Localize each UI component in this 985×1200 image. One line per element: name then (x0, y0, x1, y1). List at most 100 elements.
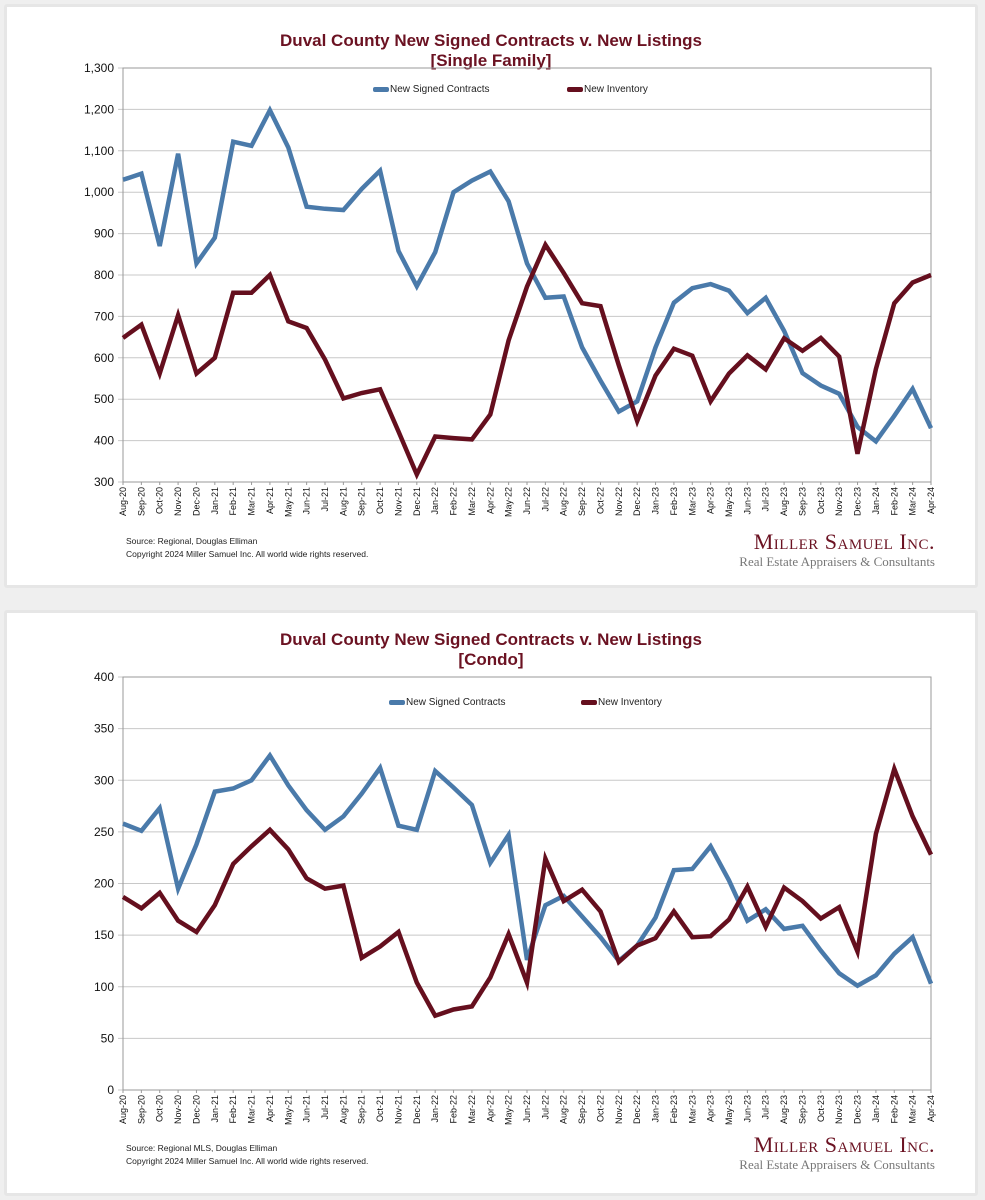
series-line-contracts (122, 751, 934, 989)
x-tick-label: Dec-23 (853, 487, 863, 516)
x-tick-label: Jun-21 (302, 487, 312, 515)
x-tick-label: Oct-20 (155, 1095, 165, 1122)
x-tick-label: Feb-22 (449, 1095, 459, 1124)
chart-title: Duval County New Signed Contracts v. New… (7, 31, 975, 71)
x-tick-label: Mar-24 (908, 487, 918, 516)
x-tick-label: Jul-21 (320, 487, 330, 512)
x-tick-label: Sep-23 (797, 487, 807, 516)
chart-title-text: Duval County New Signed Contracts v. New… (280, 630, 702, 649)
x-tick-label: Jan-21 (210, 1095, 220, 1123)
x-tick-label: Nov-21 (393, 1095, 403, 1124)
x-tick-label: Nov-20 (173, 487, 183, 516)
x-tick-label: Feb-23 (669, 1095, 679, 1124)
legend-item-inventory: New Inventory (567, 84, 648, 95)
x-tick-label: Aug-20 (118, 1095, 128, 1124)
x-tick-label: Feb-24 (889, 1095, 899, 1124)
y-tick-label: 50 (101, 1031, 115, 1045)
y-tick-label: 200 (94, 877, 114, 891)
y-tick-label: 0 (107, 1083, 114, 1097)
x-tick-label: Feb-22 (449, 487, 459, 516)
x-tick-label: Nov-22 (614, 1095, 624, 1124)
x-tick-label: Apr-21 (265, 1095, 275, 1122)
x-tick-label: Jul-23 (761, 1095, 771, 1120)
x-tick-label: Jan-23 (651, 1095, 661, 1123)
x-tick-label: Nov-22 (614, 487, 624, 516)
x-tick-label: Jan-22 (430, 487, 440, 515)
x-tick-label: Jun-22 (522, 1095, 532, 1123)
chart-title-text: Duval County New Signed Contracts v. New… (280, 31, 702, 50)
y-tick-label: 1,300 (84, 61, 114, 75)
x-tick-label: Sep-22 (577, 1095, 587, 1124)
x-tick-label: Dec-21 (412, 1095, 422, 1124)
copyright-text: Copyright 2024 Miller Samuel Inc. All wo… (126, 1156, 369, 1166)
x-tick-label: Jan-22 (430, 1095, 440, 1123)
legend-swatch-contracts (373, 87, 389, 92)
x-tick-label: Dec-21 (412, 487, 422, 516)
x-tick-label: Apr-24 (926, 487, 936, 514)
y-tick-label: 100 (94, 980, 114, 994)
y-tick-label: 400 (94, 670, 114, 684)
legend-label: New Inventory (584, 84, 648, 95)
logo-tagline: Real Estate Appraisers & Consultants (739, 554, 935, 569)
legend-item-contracts: New Signed Contracts (389, 697, 506, 708)
logo-tagline: Real Estate Appraisers & Consultants (739, 1157, 935, 1172)
x-tick-label: Jun-22 (522, 487, 532, 515)
x-tick-label: Aug-22 (559, 487, 569, 516)
x-tick-label: Dec-20 (191, 1095, 201, 1124)
x-tick-label: May-23 (724, 487, 734, 517)
x-tick-label: Jan-24 (871, 1095, 881, 1123)
x-tick-label: Mar-22 (467, 487, 477, 516)
legend-label: New Inventory (598, 697, 662, 708)
source-note: Source: Regional, Douglas Elliman Copyri… (126, 535, 368, 561)
x-tick-label: Sep-23 (797, 1095, 807, 1124)
x-tick-label: Sep-22 (577, 487, 587, 516)
x-tick-label: Oct-23 (816, 1095, 826, 1122)
x-tick-label: May-22 (504, 1095, 514, 1125)
y-tick-label: 1,100 (84, 144, 114, 158)
y-tick-label: 800 (94, 268, 114, 282)
y-tick-label: 900 (94, 227, 114, 241)
x-tick-label: Jan-21 (210, 487, 220, 515)
x-tick-label: Apr-21 (265, 487, 275, 514)
x-tick-label: May-23 (724, 1095, 734, 1125)
x-tick-label: Aug-23 (779, 1095, 789, 1124)
x-tick-label: Mar-21 (247, 1095, 257, 1124)
x-tick-label: Jan-24 (871, 487, 881, 515)
series-line-contracts (122, 105, 934, 445)
x-tick-label: Sep-21 (357, 1095, 367, 1124)
legend-item-inventory: New Inventory (581, 697, 662, 708)
series-line-inventory (121, 761, 934, 1019)
x-tick-label: Apr-23 (706, 1095, 716, 1122)
x-tick-label: Nov-23 (834, 487, 844, 516)
chart-subtitle: [Single Family] (430, 51, 552, 70)
x-tick-label: Feb-23 (669, 487, 679, 516)
series-line-inventory (121, 240, 932, 480)
x-tick-label: May-21 (283, 1095, 293, 1125)
x-tick-label: Mar-23 (687, 487, 697, 516)
x-tick-label: Jul-22 (540, 487, 550, 512)
x-tick-label: May-22 (504, 487, 514, 517)
x-tick-label: Mar-24 (908, 1095, 918, 1124)
x-tick-label: Oct-21 (375, 487, 385, 514)
x-tick-label: Apr-24 (926, 1095, 936, 1122)
x-tick-label: Mar-23 (687, 1095, 697, 1124)
x-tick-label: Apr-22 (485, 487, 495, 514)
source-text: Source: Regional MLS, Douglas Elliman (126, 1143, 278, 1153)
x-tick-label: Jul-21 (320, 1095, 330, 1120)
x-tick-label: Dec-23 (853, 1095, 863, 1124)
x-tick-label: Feb-21 (228, 1095, 238, 1124)
company-logo: Miller Samuel Inc. Real Estate Appraiser… (739, 530, 935, 570)
source-note: Source: Regional MLS, Douglas Elliman Co… (126, 1142, 368, 1168)
x-tick-label: Aug-23 (779, 487, 789, 516)
legend-swatch-inventory (581, 700, 597, 705)
x-tick-label: Jul-22 (540, 1095, 550, 1120)
logo-name: Miller Samuel Inc. (753, 529, 935, 554)
source-text: Source: Regional, Douglas Elliman (126, 536, 258, 546)
legend-swatch-contracts (389, 700, 405, 705)
x-tick-label: Oct-23 (816, 487, 826, 514)
x-tick-label: May-21 (283, 487, 293, 517)
single-family-line-chart: 300 400 500 600 700 800 900 1,000 1,100 1,200 1,30… (84, 61, 936, 517)
condo-line-chart: 0 50 100 150 200 250 300 350 400 Aug-20 Sep-20 Oct-… (94, 670, 936, 1125)
copyright-text: Copyright 2024 Miller Samuel Inc. All wo… (126, 549, 369, 559)
y-tick-label: 500 (94, 392, 114, 406)
